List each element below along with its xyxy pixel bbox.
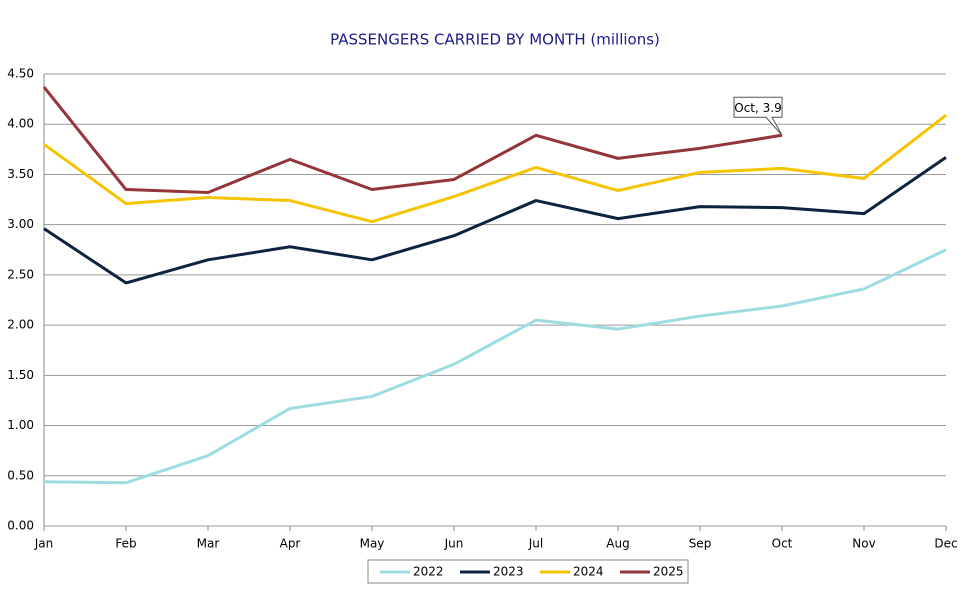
x-tick-label: Aug bbox=[606, 537, 629, 551]
annotation: Oct, 3.9 bbox=[733, 96, 783, 136]
x-tick-label: May bbox=[360, 537, 385, 551]
legend-label: 2022 bbox=[413, 565, 444, 579]
annotation-text: Oct, 3.9 bbox=[734, 101, 781, 115]
chart-title: PASSENGERS CARRIED BY MONTH (millions) bbox=[330, 31, 660, 49]
y-tick-label: 4.00 bbox=[7, 117, 34, 131]
legend-label: 2023 bbox=[493, 565, 524, 579]
y-tick-label: 0.50 bbox=[7, 468, 34, 482]
y-tick-label: 3.00 bbox=[7, 217, 34, 231]
y-tick-label: 0.00 bbox=[7, 519, 34, 533]
x-tick-label: Dec bbox=[934, 537, 957, 551]
legend: 2022 2023 2024 2025 bbox=[367, 559, 689, 584]
annotation-box bbox=[733, 96, 783, 136]
y-tick-label: 1.00 bbox=[7, 418, 34, 432]
legend-label: 2025 bbox=[653, 565, 684, 579]
x-tick-label: Apr bbox=[280, 537, 301, 551]
legend-box bbox=[367, 559, 689, 584]
x-tick-label: Jan bbox=[34, 537, 54, 551]
y-tick-label: 3.50 bbox=[7, 167, 34, 181]
y-tick-label: 2.00 bbox=[7, 318, 34, 332]
x-tick-label: Nov bbox=[852, 537, 875, 551]
y-tick-label: 4.50 bbox=[7, 67, 34, 81]
x-tick-label: Mar bbox=[197, 537, 220, 551]
series-line bbox=[43, 113, 947, 224]
series-line bbox=[43, 248, 947, 485]
x-tick-label: Sep bbox=[689, 537, 712, 551]
x-tick-label: Oct bbox=[772, 537, 793, 551]
x-tick-label: Jun bbox=[444, 537, 464, 551]
y-tick-label: 2.50 bbox=[7, 267, 34, 281]
series-line bbox=[42, 86, 783, 195]
x-tick-label: Feb bbox=[115, 537, 136, 551]
x-tick-label: Jul bbox=[528, 537, 543, 551]
legend-label: 2024 bbox=[573, 565, 604, 579]
series-line bbox=[43, 156, 947, 285]
y-tick-label: 1.50 bbox=[7, 368, 34, 382]
